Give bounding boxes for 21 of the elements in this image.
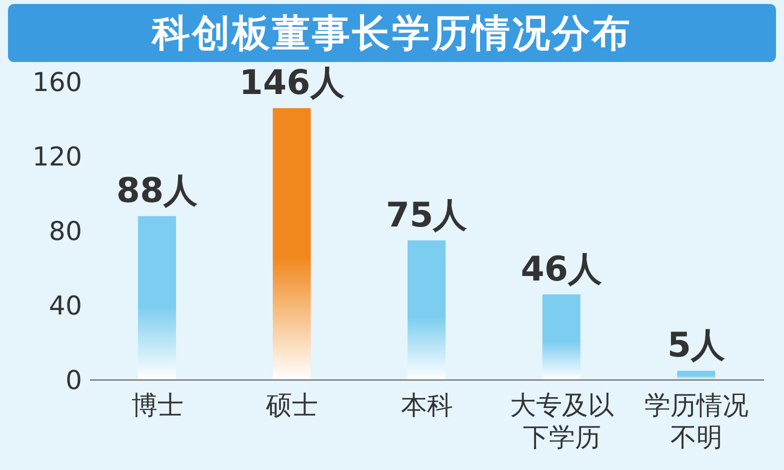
bar (542, 294, 580, 380)
chart-title: 科创板董事长学历情况分布 (8, 4, 776, 62)
data-label: 75人 (386, 195, 468, 236)
y-tick-label: 40 (48, 292, 82, 322)
y-tick-label: 0 (65, 366, 82, 396)
bar (408, 240, 446, 380)
y-tick-label: 120 (32, 142, 82, 173)
bar (138, 216, 176, 380)
bar (272, 108, 311, 380)
x-tick-label: 大专及以下学历 (510, 391, 614, 453)
bar (677, 370, 716, 380)
y-tick-label: 160 (32, 68, 82, 98)
data-label: 5人 (667, 326, 726, 366)
data-label: 88人 (116, 171, 199, 212)
x-tick-label: 硕士 (265, 391, 318, 421)
x-tick-label: 本科 (401, 391, 453, 421)
data-label: 46人 (520, 249, 604, 290)
x-tick-label: 博士 (131, 391, 184, 421)
data-label: 146人 (239, 63, 346, 104)
x-tick-label: 学历情况不明 (644, 391, 749, 453)
y-tick-label: 80 (48, 217, 82, 248)
